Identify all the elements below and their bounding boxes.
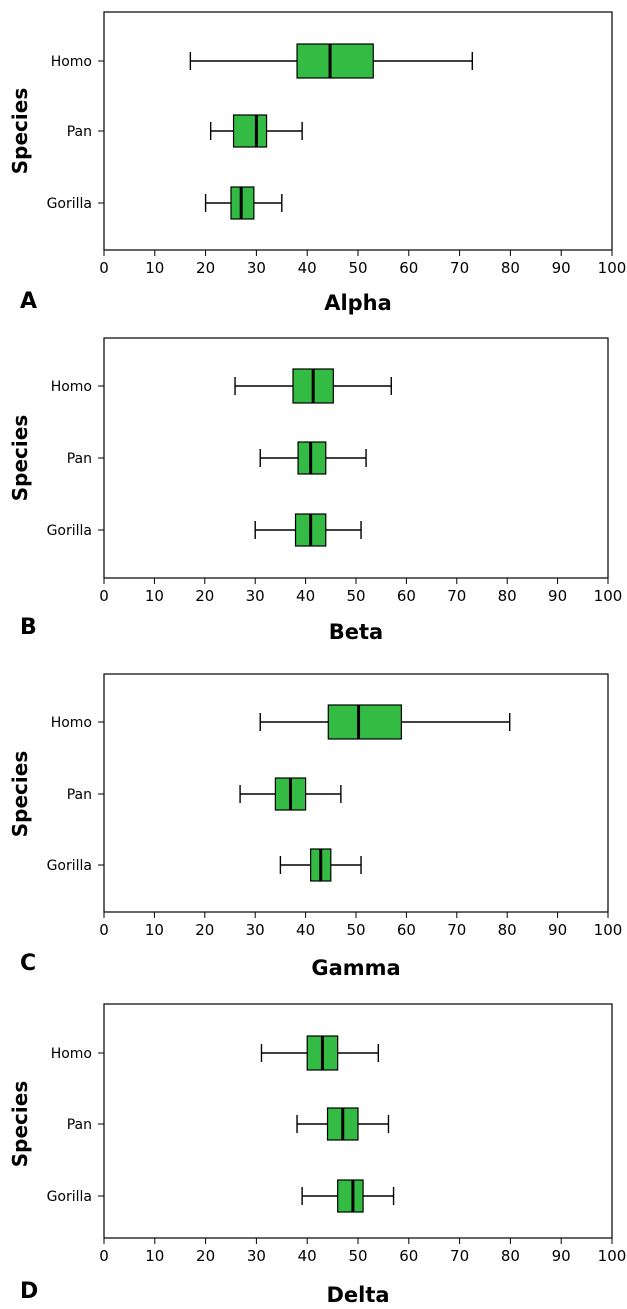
box-gorilla [254, 513, 362, 547]
y-category-label: Homo [51, 715, 92, 731]
y-category-label: Pan [67, 451, 92, 467]
x-tick-label: 90 [548, 921, 567, 939]
x-axis-title: Gamma [311, 956, 400, 980]
panel-b: 0 10 20 30 40 50 60 70 80 90 100 Homo Pan Gorilla Beta… [8, 337, 623, 644]
x-axis-title: Delta [326, 1283, 389, 1307]
x-tick-label: 100 [594, 921, 623, 939]
y-category-label: Pan [67, 124, 92, 140]
y-category-label: Homo [51, 1046, 92, 1062]
panel-letter: A [20, 289, 37, 314]
x-tick-label: 50 [346, 587, 365, 605]
x-tick-label: 80 [498, 921, 517, 939]
x-tick-label: 70 [450, 259, 469, 277]
x-tick-label: 20 [195, 921, 214, 939]
panel-letter: C [20, 951, 36, 976]
x-tick-label: 0 [99, 1247, 109, 1265]
y-axis-title: Species [8, 1081, 32, 1167]
y-axis-title: Species [8, 88, 32, 174]
x-tick-label: 40 [298, 259, 317, 277]
x-tick-label: 100 [594, 587, 623, 605]
x-tick-label: 90 [552, 1247, 571, 1265]
box-homo [259, 704, 511, 740]
box-pan [259, 441, 367, 475]
x-tick-label: 30 [246, 921, 265, 939]
box-gorilla [204, 186, 283, 220]
y-category-label: Gorilla [47, 196, 92, 212]
x-tick-label: 40 [296, 921, 315, 939]
panel-letter: B [20, 615, 37, 640]
x-tick-label: 70 [450, 1247, 469, 1265]
y-axis-title: Species [8, 751, 32, 837]
x-tick-label: 30 [247, 259, 266, 277]
x-tick-label: 0 [99, 921, 109, 939]
panel-a: 0 10 20 30 40 50 60 70 80 90 100 Homo Pan Gorilla Alph… [8, 11, 627, 315]
y-category-label: Pan [67, 787, 92, 803]
box-iqr [296, 43, 374, 79]
y-category-label: Gorilla [47, 858, 92, 874]
x-tick-label: 50 [348, 259, 367, 277]
x-tick-label: 0 [99, 259, 109, 277]
x-tick-label: 90 [552, 259, 571, 277]
x-tick-label: 30 [247, 1247, 266, 1265]
x-tick-label: 10 [145, 1247, 164, 1265]
x-tick-label: 80 [501, 259, 520, 277]
x-tick-label: 50 [348, 1247, 367, 1265]
x-tick-label: 60 [399, 1247, 418, 1265]
x-tick-label: 60 [399, 259, 418, 277]
box-homo [260, 1035, 380, 1071]
y-category-label: Homo [51, 379, 92, 395]
plot-frame [103, 673, 609, 913]
x-tick-label: 10 [145, 259, 164, 277]
box-gorilla [279, 848, 362, 882]
x-tick-label: 20 [196, 259, 215, 277]
y-category-label: Pan [67, 1117, 92, 1133]
x-tick-label: 80 [501, 1247, 520, 1265]
x-axis-title: Alpha [324, 291, 392, 315]
x-tick-label: 40 [296, 587, 315, 605]
x-tick-label: 70 [447, 587, 466, 605]
box-pan [296, 1107, 390, 1141]
y-category-label: Homo [51, 54, 92, 70]
x-axis-title: Beta [329, 620, 383, 644]
x-tick-label: 100 [598, 1247, 627, 1265]
x-tick-label: 70 [447, 921, 466, 939]
x-tick-label: 100 [598, 259, 627, 277]
x-tick-label: 40 [298, 1247, 317, 1265]
y-category-label: Gorilla [47, 523, 92, 539]
panel-letter: D [20, 1279, 38, 1304]
x-tick-label: 10 [145, 921, 164, 939]
box-homo [234, 368, 392, 404]
x-tick-label: 20 [196, 1247, 215, 1265]
y-axis-title: Species [8, 415, 32, 501]
x-tick-label: 0 [99, 587, 109, 605]
x-tick-label: 90 [548, 587, 567, 605]
panel-d: 0 10 20 30 40 50 60 70 80 90 100 Homo Pan Gorilla Delt… [8, 1003, 627, 1307]
box-iqr [232, 114, 268, 148]
box-homo [189, 43, 473, 79]
x-tick-label: 30 [246, 587, 265, 605]
y-category-label: Gorilla [47, 1189, 92, 1205]
x-tick-label: 20 [195, 587, 214, 605]
x-tick-label: 60 [397, 587, 416, 605]
x-tick-label: 60 [397, 921, 416, 939]
x-tick-label: 50 [346, 921, 365, 939]
x-tick-label: 80 [498, 587, 517, 605]
box-pan [239, 777, 342, 811]
panel-c: 0 10 20 30 40 50 60 70 80 90 100 Homo Pan Gorilla Gamm… [8, 673, 623, 980]
box-pan [209, 114, 303, 148]
x-tick-label: 10 [145, 587, 164, 605]
box-iqr [337, 1179, 364, 1213]
box-gorilla [301, 1179, 395, 1213]
box-iqr [327, 704, 402, 740]
